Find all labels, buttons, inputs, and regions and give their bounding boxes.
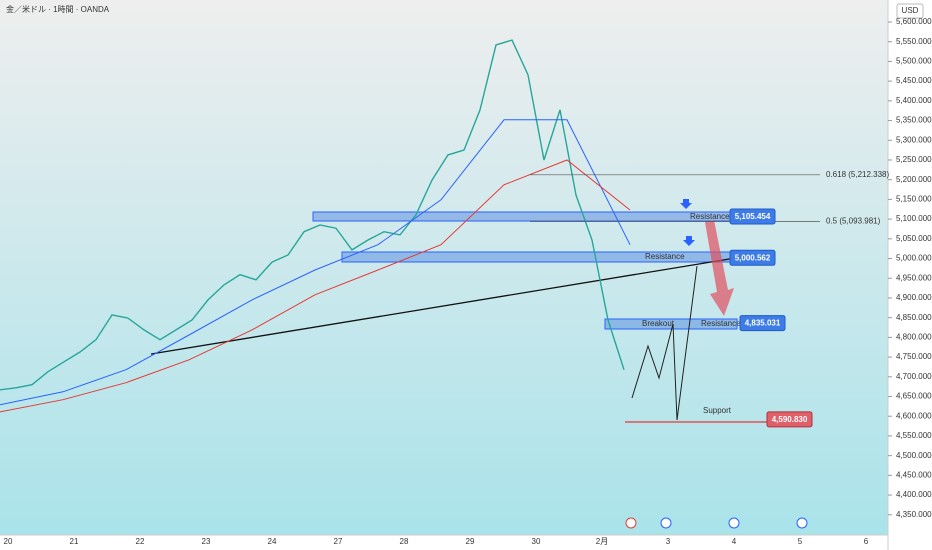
fib-label: 0.5 (5,093.981)	[826, 217, 881, 226]
y-tick-label: 5,600.000	[896, 17, 932, 26]
x-tick-label: 27	[334, 537, 343, 546]
y-tick-label: 4,900.000	[896, 293, 932, 302]
y-tick-label: 5,350.000	[896, 116, 932, 125]
price-tag	[729, 208, 776, 225]
y-tick-label: 4,950.000	[896, 273, 932, 282]
y-tick-label: 4,650.000	[896, 392, 932, 401]
projection-path	[631, 265, 698, 421]
y-tick-label: 5,400.000	[896, 96, 932, 105]
x-tick-label: 23	[202, 537, 211, 546]
price-tag-label: 4,835.031	[745, 319, 781, 328]
x-tick-label: 4	[732, 537, 737, 546]
y-tick-label: 4,450.000	[896, 470, 932, 479]
x-tick-label: 2月	[596, 537, 608, 546]
y-tick-label: 5,200.000	[896, 175, 932, 184]
x-tick-label: 20	[4, 537, 13, 546]
price-tag	[739, 315, 786, 332]
currency-box	[896, 3, 924, 19]
price-tag	[729, 249, 776, 266]
y-tick-label: 4,750.000	[896, 352, 932, 361]
price-tag-label: 5,000.562	[735, 253, 771, 262]
moving-average	[0, 119, 631, 406]
y-tick-label: 4,850.000	[896, 313, 932, 322]
y-tick-label: 5,100.000	[896, 214, 932, 223]
x-tick-label: 22	[136, 537, 145, 546]
price-tag-label: 5,105.454	[735, 212, 771, 221]
annotation: Breakout	[642, 319, 675, 328]
fib-label: 0.618 (5,212.338)	[826, 170, 889, 179]
marker-arrow	[680, 199, 692, 209]
y-tick-label: 5,450.000	[896, 76, 932, 85]
annotation: Support	[703, 406, 732, 415]
x-tick-label: 6	[864, 537, 869, 546]
y-tick-label: 4,550.000	[896, 431, 932, 440]
trend-line	[150, 251, 773, 355]
y-tick-label: 4,600.000	[896, 411, 932, 420]
moving-average	[0, 159, 631, 413]
y-tick-label: 5,550.000	[896, 37, 932, 46]
x-tick-label: 21	[70, 537, 79, 546]
x-tick-label: 3	[666, 537, 671, 546]
marker-arrow	[683, 236, 695, 246]
x-tick-label: 30	[532, 537, 541, 546]
price-tag-label: 4,590.830	[772, 415, 808, 424]
x-tick-label: 24	[268, 537, 277, 546]
annotation: Resistance	[690, 212, 730, 221]
chart-title: 金／米ドル · 1時間 · OANDA	[6, 4, 110, 14]
y-tick-label: 5,300.000	[896, 135, 932, 144]
x-tick-label: 29	[466, 537, 475, 546]
y-tick-label: 4,350.000	[896, 510, 932, 519]
resistance-zone	[312, 211, 738, 222]
currency: USD	[902, 6, 919, 15]
y-tick-label: 5,250.000	[896, 155, 932, 164]
plot-bg	[0, 0, 888, 535]
y-tick-label: 4,500.000	[896, 451, 932, 460]
y-tick-label: 5,000.000	[896, 254, 932, 263]
down-arrow	[705, 220, 734, 316]
annotation: Resistance	[701, 319, 741, 328]
y-tick-label: 4,800.000	[896, 332, 932, 341]
resistance-zone	[604, 318, 738, 330]
y-tick-label: 4,700.000	[896, 372, 932, 381]
y-tick-label: 5,050.000	[896, 234, 932, 243]
y-tick-label: 4,400.000	[896, 490, 932, 499]
x-tick-label: 5	[798, 537, 803, 546]
price-tag	[766, 411, 813, 428]
price-axis-bg	[888, 0, 932, 550]
y-tick-label: 5,150.000	[896, 195, 932, 204]
time-axis-bg	[0, 535, 888, 550]
y-tick-label: 5,500.000	[896, 57, 932, 66]
price-line	[0, 39, 625, 391]
annotation: Resistance	[645, 252, 685, 261]
event-icons	[625, 517, 808, 529]
x-tick-label: 28	[400, 537, 409, 546]
